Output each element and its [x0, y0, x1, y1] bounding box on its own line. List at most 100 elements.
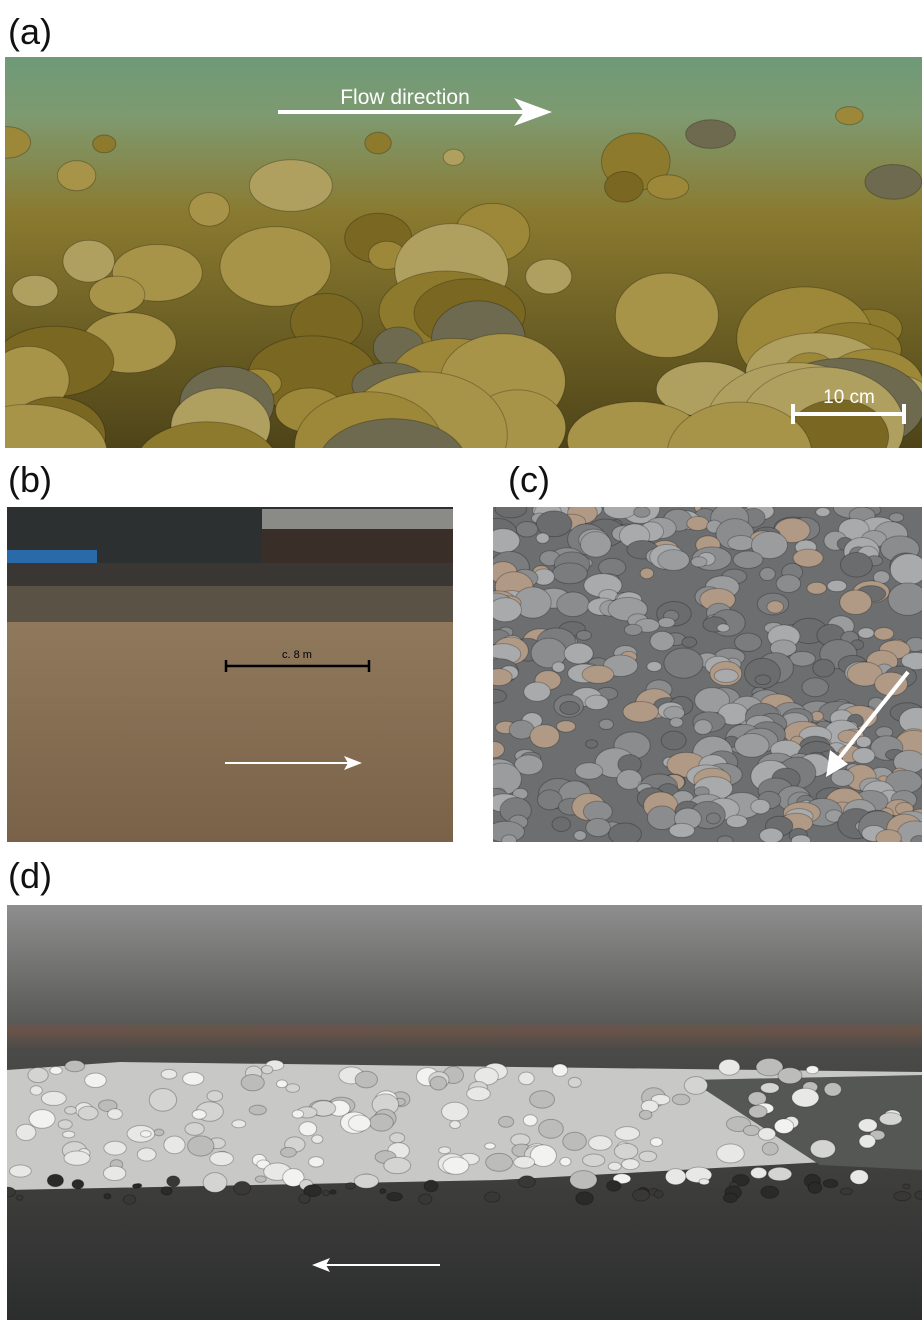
stone — [621, 1158, 640, 1171]
stone — [291, 1109, 305, 1119]
stone — [760, 1185, 780, 1199]
stone — [64, 1106, 78, 1115]
stone — [761, 1141, 779, 1156]
stone — [646, 660, 663, 673]
stone — [760, 1082, 780, 1094]
stone — [750, 531, 788, 560]
stone — [522, 1114, 538, 1127]
stone — [823, 1082, 842, 1097]
stone — [623, 623, 643, 636]
stone — [515, 521, 539, 538]
stone — [77, 1105, 99, 1121]
stone — [449, 1120, 461, 1130]
stone — [792, 548, 824, 568]
stone — [681, 636, 698, 648]
stone — [551, 661, 566, 673]
stone — [742, 1124, 760, 1137]
stone — [855, 735, 872, 748]
arrow-head — [514, 98, 552, 126]
stone — [529, 1144, 557, 1167]
stone — [900, 651, 922, 671]
stone — [815, 507, 831, 518]
stone — [160, 1068, 178, 1080]
stone — [616, 769, 643, 790]
stone — [368, 1113, 394, 1132]
stone — [653, 1189, 664, 1199]
stone — [206, 1090, 224, 1102]
stone — [485, 1152, 514, 1172]
stone — [777, 1067, 803, 1085]
stone — [442, 1156, 470, 1175]
flow-label: Flow direction — [340, 86, 470, 109]
stone — [685, 119, 736, 149]
stone — [754, 674, 772, 686]
stone — [584, 694, 609, 711]
stone — [62, 1130, 76, 1139]
stone — [633, 507, 651, 518]
stone — [140, 421, 274, 448]
stone — [103, 1193, 112, 1200]
stone — [671, 1093, 691, 1106]
stone — [383, 1156, 412, 1175]
stone — [734, 732, 770, 758]
stone — [716, 1143, 745, 1164]
stone — [632, 1188, 650, 1202]
panel-label: (c) — [508, 459, 550, 500]
stone — [664, 1168, 687, 1186]
stone — [839, 1187, 853, 1196]
stone — [529, 1090, 556, 1109]
stone — [493, 597, 522, 623]
stone — [182, 1071, 205, 1086]
stone — [15, 1123, 37, 1142]
stone — [498, 1115, 515, 1128]
stone — [638, 1150, 658, 1163]
stone — [734, 632, 763, 653]
stone — [501, 834, 518, 842]
stone — [248, 1104, 267, 1116]
scale-bar — [791, 404, 906, 424]
stone — [873, 626, 895, 641]
stone — [285, 1083, 301, 1093]
stone — [839, 589, 873, 616]
arrow-head — [344, 756, 362, 770]
stone — [513, 1155, 536, 1169]
stone — [525, 258, 573, 295]
stone — [166, 1175, 181, 1188]
stone — [716, 835, 734, 842]
pointer-arrow — [834, 670, 910, 764]
stone — [209, 1151, 234, 1167]
stone — [136, 1147, 157, 1162]
stone — [493, 740, 505, 759]
stone — [603, 507, 638, 520]
scale-label: c. 8 m — [282, 649, 312, 661]
stone — [830, 768, 855, 787]
stone — [329, 1189, 337, 1195]
roof — [262, 509, 453, 529]
stone — [438, 1146, 451, 1155]
stone — [698, 1178, 710, 1186]
stone — [538, 1118, 564, 1139]
stone — [835, 106, 864, 126]
stone — [588, 1135, 613, 1151]
stone — [535, 532, 550, 544]
stone — [581, 664, 615, 684]
panel-label: (a) — [8, 11, 52, 52]
stone — [231, 1119, 247, 1129]
stone — [551, 1063, 569, 1077]
stone — [775, 574, 802, 593]
stone — [887, 582, 922, 616]
stone — [846, 661, 883, 687]
stone — [718, 1058, 741, 1076]
stone — [575, 1191, 594, 1206]
stone — [574, 762, 604, 780]
stone — [353, 1173, 380, 1189]
stone — [668, 822, 696, 838]
stone — [11, 274, 59, 308]
stone — [523, 681, 551, 702]
stone — [63, 1150, 91, 1166]
stone — [322, 1189, 330, 1197]
stone — [826, 579, 848, 593]
stone — [254, 1175, 267, 1183]
stone — [88, 275, 146, 314]
stone — [607, 1161, 622, 1172]
